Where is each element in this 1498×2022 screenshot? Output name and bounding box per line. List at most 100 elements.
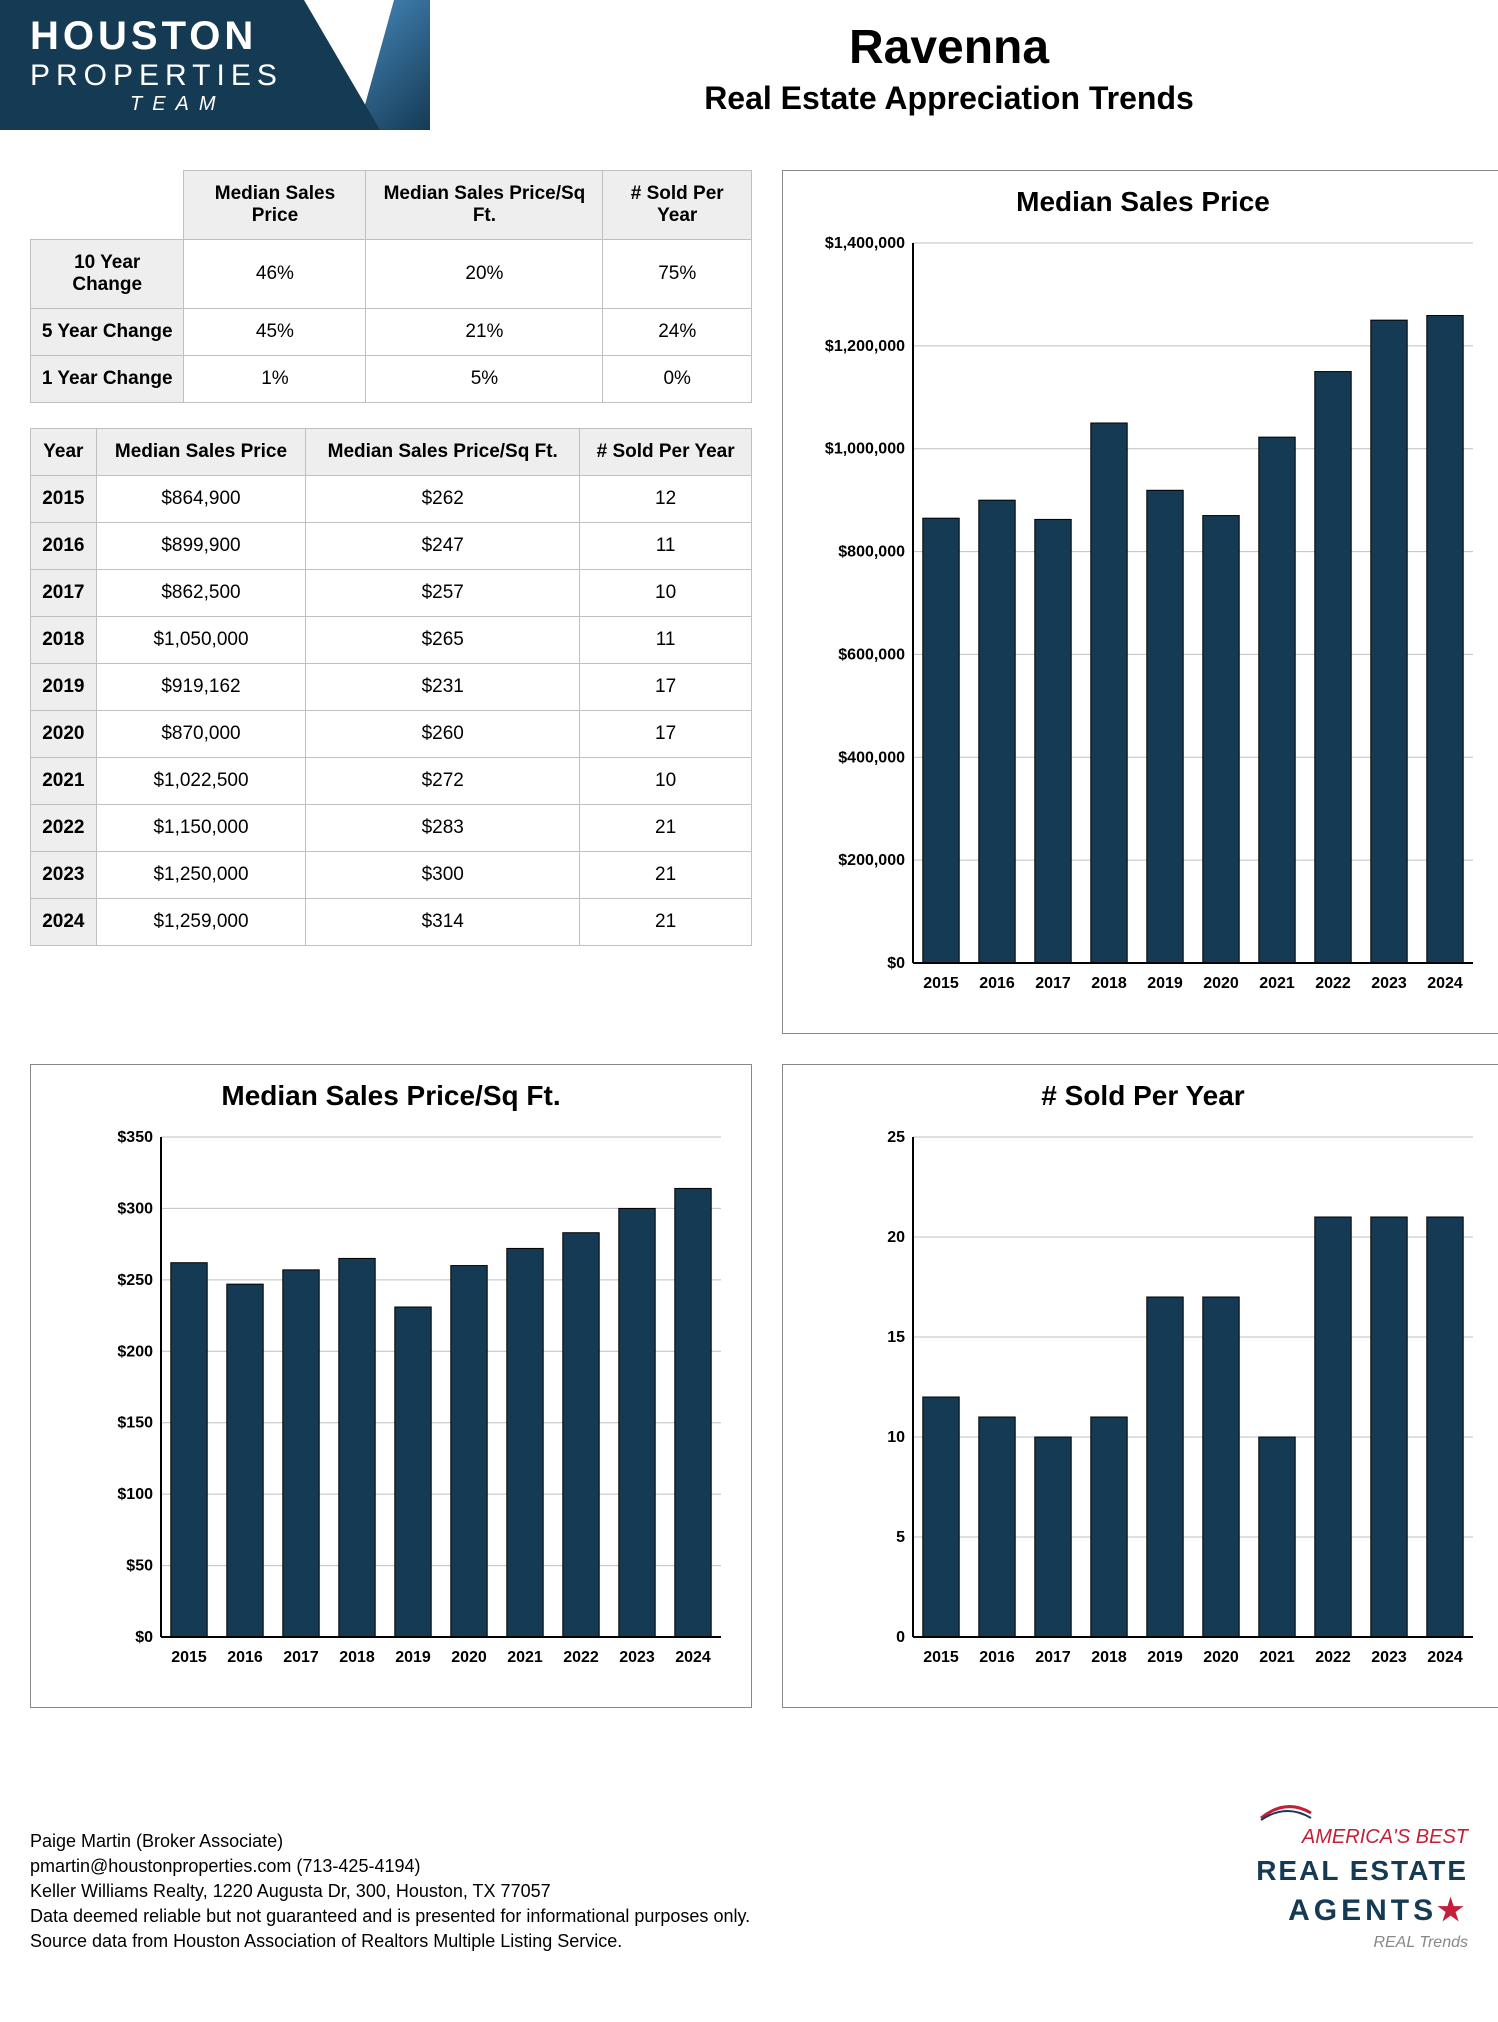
yearly-col-header: Median Sales Price/Sq Ft. <box>306 429 580 476</box>
svg-text:2023: 2023 <box>619 1649 655 1666</box>
bar <box>507 1248 543 1637</box>
table-row: 2018$1,050,000$26511 <box>31 617 752 664</box>
svg-text:$200: $200 <box>117 1343 153 1360</box>
bar <box>923 1397 959 1637</box>
bar <box>283 1270 319 1637</box>
bar <box>451 1266 487 1637</box>
svg-text:2021: 2021 <box>1259 975 1295 992</box>
table-cell: 10 <box>580 758 752 805</box>
table-cell: $257 <box>306 570 580 617</box>
logo-line-3: TEAM <box>130 93 340 116</box>
chart-sqft-canvas: $0$50$100$150$200$250$300$35020152016201… <box>51 1127 731 1687</box>
footer-line: Source data from Houston Association of … <box>30 1929 750 1954</box>
table-cell: $265 <box>306 617 580 664</box>
table-cell: 1% <box>184 356 366 403</box>
svg-text:2015: 2015 <box>171 1649 207 1666</box>
table-cell: $1,259,000 <box>96 899 306 946</box>
svg-text:2021: 2021 <box>1259 1649 1295 1666</box>
svg-text:$250: $250 <box>117 1272 153 1289</box>
svg-text:2019: 2019 <box>395 1649 431 1666</box>
table-row: 2023$1,250,000$30021 <box>31 852 752 899</box>
footer-badge: AMERICA'S BEST REAL ESTATE AGENTS★ REAL … <box>1256 1798 1468 1955</box>
svg-text:2021: 2021 <box>507 1649 543 1666</box>
table-cell: 2022 <box>31 805 97 852</box>
svg-text:2018: 2018 <box>339 1649 375 1666</box>
svg-text:$1,000,000: $1,000,000 <box>825 441 905 458</box>
svg-text:2020: 2020 <box>1203 975 1239 992</box>
bar <box>339 1258 375 1637</box>
table-row: 2020$870,000$26017 <box>31 711 752 758</box>
table-cell: 2023 <box>31 852 97 899</box>
table-cell: $864,900 <box>96 476 306 523</box>
yearly-col-header: Median Sales Price <box>96 429 306 476</box>
svg-text:$1,200,000: $1,200,000 <box>825 338 905 355</box>
bar <box>675 1188 711 1637</box>
bar <box>1427 316 1463 963</box>
chart-sold-canvas: 0510152025201520162017201820192020202120… <box>803 1127 1483 1687</box>
header: HOUSTON PROPERTIES TEAM Ravenna Real Est… <box>0 0 1498 140</box>
svg-text:$0: $0 <box>887 955 905 972</box>
star-icon: ★ <box>1437 1894 1468 1927</box>
bar <box>395 1307 431 1637</box>
table-row: 2022$1,150,000$28321 <box>31 805 752 852</box>
svg-text:$600,000: $600,000 <box>838 646 905 663</box>
bar <box>979 1417 1015 1637</box>
svg-text:2018: 2018 <box>1091 975 1127 992</box>
bar <box>1315 1217 1351 1637</box>
table-cell: 20% <box>366 240 603 309</box>
table-row: 2017$862,500$25710 <box>31 570 752 617</box>
svg-text:2017: 2017 <box>283 1649 319 1666</box>
svg-text:$300: $300 <box>117 1200 153 1217</box>
svg-text:$1,400,000: $1,400,000 <box>825 235 905 252</box>
table-cell: 11 <box>580 617 752 664</box>
table-cell: $919,162 <box>96 664 306 711</box>
svg-text:$200,000: $200,000 <box>838 852 905 869</box>
svg-text:0: 0 <box>896 1629 905 1646</box>
footer-line: Keller Williams Realty, 1220 Augusta Dr,… <box>30 1879 750 1904</box>
table-cell: 75% <box>603 240 752 309</box>
table-cell: $260 <box>306 711 580 758</box>
badge-line1: AMERICA'S BEST <box>1256 1823 1468 1851</box>
footer-line: Paige Martin (Broker Associate) <box>30 1829 750 1854</box>
logo: HOUSTON PROPERTIES TEAM <box>0 0 400 130</box>
yearly-table: YearMedian Sales PriceMedian Sales Price… <box>30 428 752 946</box>
svg-text:2017: 2017 <box>1035 1649 1071 1666</box>
badge-swoosh <box>1256 1798 1316 1823</box>
page-title: Ravenna <box>400 20 1498 75</box>
logo-box: HOUSTON PROPERTIES TEAM <box>0 0 380 130</box>
table-cell: $283 <box>306 805 580 852</box>
yearly-col-header: Year <box>31 429 97 476</box>
bar <box>1259 1437 1295 1637</box>
svg-text:2018: 2018 <box>1091 1649 1127 1666</box>
svg-text:2019: 2019 <box>1147 1649 1183 1666</box>
bar <box>227 1284 263 1637</box>
title-block: Ravenna Real Estate Appreciation Trends <box>400 0 1498 117</box>
chart-title-price: Median Sales Price <box>803 186 1483 218</box>
svg-text:2024: 2024 <box>1427 1649 1463 1666</box>
table-row: 5 Year Change45%21%24% <box>31 309 752 356</box>
table-cell: 2019 <box>31 664 97 711</box>
badge-line4: REAL Trends <box>1256 1932 1468 1954</box>
table-cell: 2017 <box>31 570 97 617</box>
badge-line2: REAL ESTATE <box>1256 1851 1468 1890</box>
table-cell: $1,022,500 <box>96 758 306 805</box>
table-cell: 2015 <box>31 476 97 523</box>
summary-col-header: # Sold Per Year <box>603 171 752 240</box>
bar <box>1371 1217 1407 1637</box>
badge-line3: AGENTS★ <box>1256 1890 1468 1932</box>
svg-text:2022: 2022 <box>1315 975 1351 992</box>
svg-text:2020: 2020 <box>451 1649 487 1666</box>
svg-text:2024: 2024 <box>675 1649 711 1666</box>
summary-col-header: Median Sales Price/Sq Ft. <box>366 171 603 240</box>
page-root: HOUSTON PROPERTIES TEAM Ravenna Real Est… <box>0 0 1498 1985</box>
chart-price-canvas: $0$200,000$400,000$600,000$800,000$1,000… <box>803 233 1483 1013</box>
svg-text:2022: 2022 <box>1315 1649 1351 1666</box>
bar <box>171 1263 207 1637</box>
summary-table: Median Sales PriceMedian Sales Price/Sq … <box>30 170 752 403</box>
table-cell: $247 <box>306 523 580 570</box>
table-cell: 2021 <box>31 758 97 805</box>
table-row: 2024$1,259,000$31421 <box>31 899 752 946</box>
svg-text:2020: 2020 <box>1203 1649 1239 1666</box>
bar <box>1091 1417 1127 1637</box>
svg-text:2016: 2016 <box>227 1649 263 1666</box>
